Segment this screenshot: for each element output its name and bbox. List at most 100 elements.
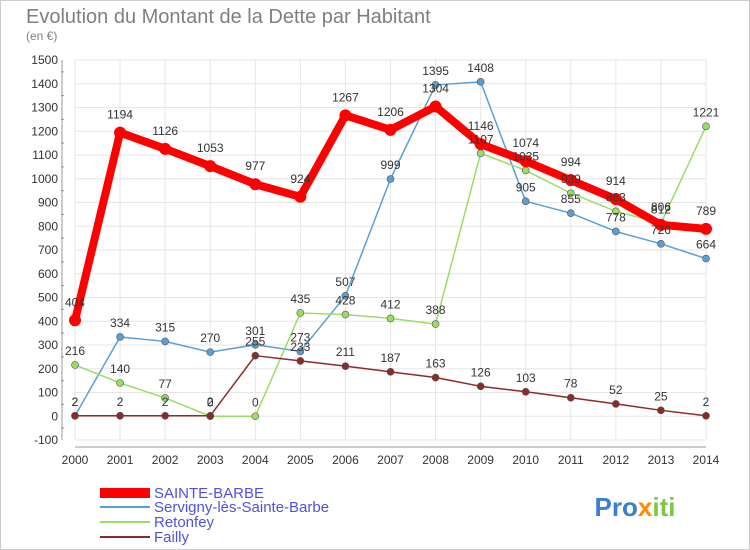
data-label-2: 0 [207, 395, 214, 409]
series-point-3 [296, 357, 305, 365]
series-point-0 [159, 142, 172, 155]
data-label-0: 1304 [422, 82, 449, 96]
series-point-1 [566, 209, 575, 217]
series-point-3 [71, 411, 79, 420]
data-label-2: 216 [65, 344, 85, 358]
x-tick-label: 2010 [512, 453, 539, 467]
legend: SAINTE-BARBEServigny-lès-Sainte-BarbeRet… [100, 485, 329, 546]
series-point-0 [654, 218, 667, 231]
series-point-2 [161, 394, 169, 402]
series-point-1 [296, 347, 305, 356]
series-point-3 [521, 387, 530, 396]
chart-title: Evolution du Montant de la Dette par Hab… [26, 6, 431, 28]
series-point-3 [161, 411, 169, 420]
data-label-2: 412 [380, 297, 400, 311]
data-label-1: 334 [110, 316, 130, 330]
data-label-2: 939 [561, 172, 581, 186]
y-tick-label: 1100 [32, 148, 58, 162]
x-tick-label: 2012 [603, 453, 630, 467]
series-point-3 [341, 362, 350, 370]
series-point-0 [384, 123, 397, 136]
data-label-3: 25 [654, 389, 668, 403]
series-point-3 [702, 411, 710, 420]
legend-label-2: Retonfey [154, 514, 215, 531]
data-label-1: 273 [290, 330, 310, 344]
data-label-0: 1267 [332, 90, 359, 104]
data-label-1: 855 [561, 192, 581, 206]
series-point-1 [161, 337, 169, 346]
series-point-0 [700, 222, 712, 235]
series-point-0 [294, 190, 307, 203]
series-layer [69, 78, 712, 421]
x-tick-label: 2004 [242, 453, 269, 467]
y-tick-label: 100 [38, 386, 58, 400]
legend-label-3: Failly [154, 529, 190, 546]
proxiti-logo: Proxiti [595, 492, 676, 522]
legend-label-0: SAINTE-BARBE [154, 485, 264, 502]
data-label-1: 778 [606, 210, 626, 224]
data-label-1: 507 [335, 275, 355, 289]
data-label-2: 1035 [512, 149, 539, 163]
data-label-1: 2 [72, 395, 79, 409]
data-label-3: 233 [290, 340, 310, 354]
data-label-0: 806 [651, 200, 671, 214]
series-point-1 [431, 81, 440, 89]
x-tick-label: 2003 [197, 453, 224, 467]
logo-text: Proxiti [595, 492, 676, 522]
series-point-2 [341, 310, 350, 319]
series-point-0 [609, 193, 622, 206]
data-label-1: 315 [155, 320, 175, 334]
data-label-2: 428 [335, 294, 355, 308]
series-point-2 [251, 412, 260, 421]
series-point-3 [206, 411, 215, 420]
x-tick-label: 2007 [377, 453, 404, 467]
data-label-3: 126 [471, 365, 491, 379]
data-label-3: 2 [207, 395, 214, 409]
series-point-2 [612, 207, 620, 216]
series-point-0 [339, 109, 352, 122]
data-label-0: 977 [245, 159, 265, 173]
data-label-2: 1107 [468, 132, 494, 146]
data-label-0: 994 [561, 155, 581, 169]
series-point-2 [566, 189, 575, 198]
series-point-0 [474, 138, 487, 151]
x-tick-label: 2002 [152, 453, 179, 467]
x-tick-label: 2005 [287, 453, 314, 467]
data-label-3: 255 [245, 335, 265, 349]
series-point-2 [476, 149, 485, 158]
series-point-0 [564, 174, 577, 187]
data-label-1: 905 [516, 180, 536, 194]
data-label-3: 187 [380, 351, 400, 365]
grid-layer [74, 59, 707, 441]
data-label-0: 789 [696, 204, 716, 218]
series-point-0 [519, 155, 532, 168]
data-label-0: 1053 [197, 141, 224, 155]
data-label-3: 52 [609, 383, 623, 397]
series-point-2 [386, 314, 395, 323]
data-label-0: 914 [606, 174, 626, 188]
data-label-3: 2 [72, 395, 79, 409]
series-point-1 [612, 227, 620, 236]
x-tick-label: 2013 [648, 453, 675, 467]
data-label-0: 1074 [512, 136, 539, 150]
x-tick-label: 2001 [107, 453, 134, 467]
y-tick-label: 600 [38, 267, 58, 281]
series-point-3 [476, 382, 485, 391]
series-point-0 [204, 160, 217, 173]
series-point-2 [521, 166, 530, 175]
y-tick-label: 900 [38, 196, 58, 210]
series-point-0 [114, 126, 127, 139]
series-point-3 [657, 406, 665, 415]
y-tick-label: 0 [51, 409, 58, 423]
y-tick-label: 1200 [31, 124, 58, 138]
series-point-1 [116, 333, 124, 341]
data-label-2: 140 [110, 362, 130, 376]
series-point-1 [206, 348, 215, 356]
series-point-2 [431, 320, 440, 328]
data-label-1: 999 [380, 158, 400, 172]
series-point-1 [341, 292, 350, 300]
y-tick-label: 1400 [31, 77, 58, 91]
x-tick-label: 2009 [467, 453, 494, 467]
data-label-0: 1146 [468, 119, 494, 133]
data-label-3: 211 [336, 345, 355, 359]
